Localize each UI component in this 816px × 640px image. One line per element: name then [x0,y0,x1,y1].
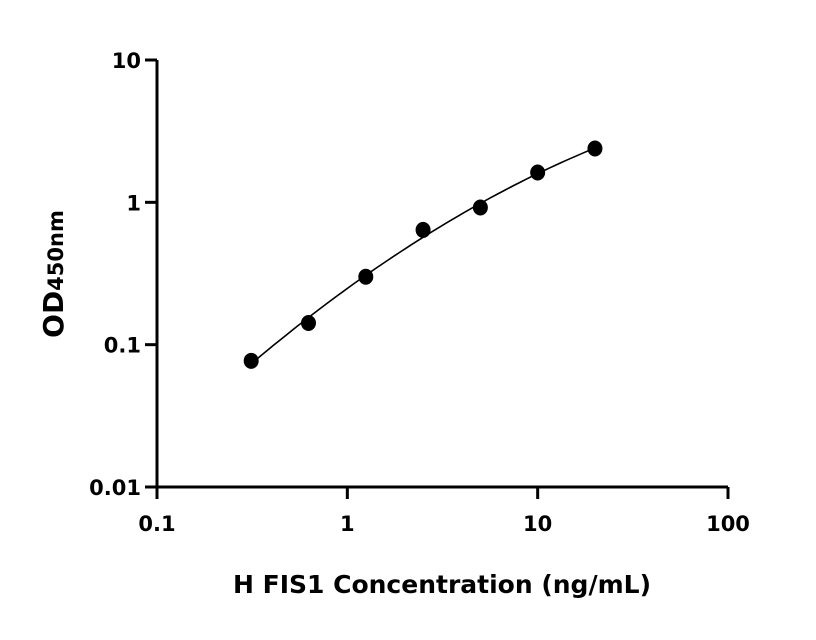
data-point [472,199,488,216]
y-tick-label: 0.01 [89,476,141,500]
y-axis-label: OD450nm [37,210,70,338]
y-tick-label: 10 [112,49,141,73]
data-point [587,140,603,157]
fit-curve [250,147,596,365]
y-tick-label: 1 [126,191,141,215]
data-point [530,164,546,181]
data-point [415,221,431,238]
data-point [243,352,259,369]
data-point [358,268,374,285]
y-tick-label: 0.1 [104,334,141,358]
x-axis-label: H FIS1 Concentration (ng/mL) [233,570,651,599]
x-tick-label: 0.1 [138,512,175,536]
x-tick-label: 10 [523,512,552,536]
x-tick-label: 100 [706,512,750,536]
data-point [300,314,316,331]
x-tick-label: 1 [340,512,355,536]
